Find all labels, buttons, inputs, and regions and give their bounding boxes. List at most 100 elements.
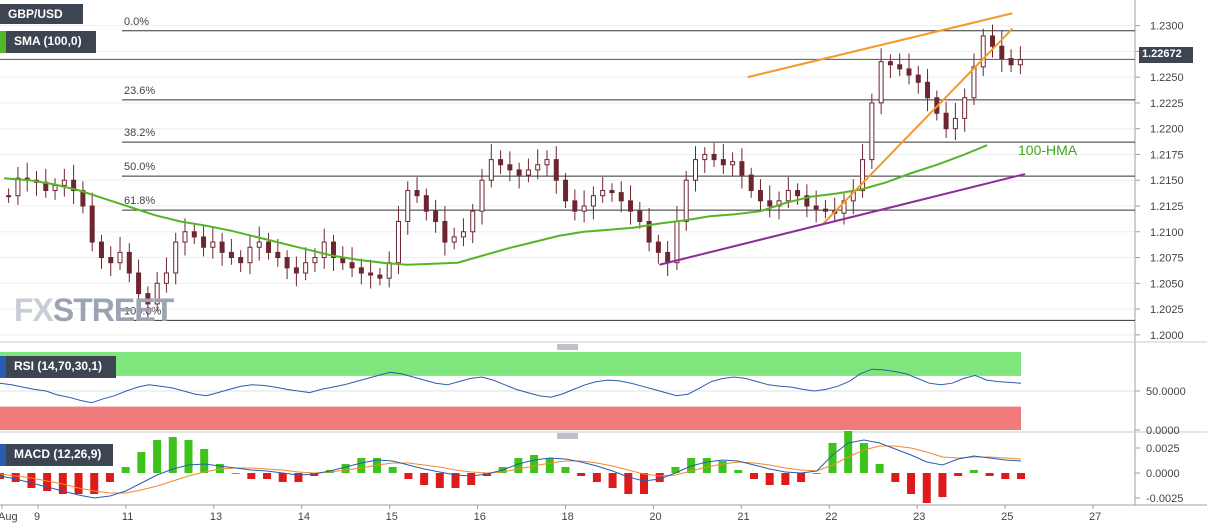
candle-body [925,81,931,99]
candle-body [52,184,58,192]
candle-body [804,195,810,207]
candle-body [600,190,606,197]
candle-body [238,257,244,264]
macd-histogram-bar [828,443,837,473]
candle-body [757,190,763,202]
candle-body [785,190,791,202]
macd-histogram-bar [812,473,821,474]
candle-body [665,251,671,264]
macd-histogram-bar [184,440,193,473]
candle-body [126,251,132,274]
candle-body [897,64,903,70]
hma-annotation: 100-HMA [1018,142,1078,158]
macd-histogram-bar [734,470,743,473]
macd-histogram-bar [247,473,256,479]
symbol-label: GBP/USD [0,4,83,24]
macd-tick-label: 0.0000 [1146,468,1180,480]
macd-histogram-bar [844,431,853,473]
candle-body [813,205,819,210]
candle-body [822,208,828,212]
macd-line [0,439,1022,499]
sma-legend-label: SMA (100,0) [0,31,96,53]
candle-body [915,74,921,83]
candle-body [572,200,578,212]
candle-body [98,241,104,259]
candle-body [692,159,698,181]
last-price-tag: 1.22672 [1139,47,1193,63]
macd-histogram-bar [388,467,397,473]
macd-histogram-bar [357,458,366,473]
macd-signal-line [0,445,1022,494]
candle-body [637,210,643,222]
candle-body [451,236,457,243]
candle-body [971,66,977,99]
rsi-oversold-zone [0,406,1021,430]
fib-label: 50.0% [124,161,155,173]
candle-body [395,220,401,264]
candle-body [414,190,420,197]
x-tick-label: 18 [562,511,574,523]
candle-body [887,61,893,66]
candle-body [990,35,996,47]
candle-body [15,177,21,197]
candle-body [6,195,12,198]
macd-histogram-bar [168,437,177,473]
macd-histogram-bar [137,452,146,473]
candle-body [377,274,383,279]
candle-body [1017,59,1023,66]
candle-body [544,159,550,166]
candle-body [516,169,522,176]
candle-body [368,272,374,276]
macd-histogram-bar [718,461,727,473]
macd-histogram-bar [561,467,570,473]
candle-body [191,231,197,238]
y-tick-label: 1.2150 [1150,175,1184,187]
candle-body [275,251,281,259]
macd-histogram-bar [121,467,130,473]
macd-histogram-bar [200,449,209,473]
candle-body [683,179,689,222]
price-axis: 1.23001.22751.22501.22251.22001.21751.21… [1135,21,1186,505]
y-tick-label: 1.2100 [1150,227,1184,239]
y-tick-label: 1.2075 [1150,253,1184,265]
x-tick-label: 22 [825,511,837,523]
x-tick-label: 23 [913,511,925,523]
candle-body [173,241,179,274]
macd-histogram-bar [514,458,523,473]
candle-body [720,159,726,166]
candle-body [655,241,661,253]
candle-body [711,153,717,161]
macd-histogram-bar [153,440,162,473]
macd-histogram-bar [655,473,664,482]
macd-histogram-bar [11,473,20,482]
y-tick-label: 1.2200 [1150,124,1184,136]
candle-body [943,112,949,130]
macd-histogram-bar [749,473,758,479]
macd-histogram-bar [577,473,586,476]
macd-histogram-bar [891,473,900,482]
x-tick-label: 13 [210,511,222,523]
candle-body [581,205,587,212]
macd-histogram-bar [765,473,774,485]
macd-histogram-bar [985,473,994,476]
candle-body [442,220,448,243]
macd-histogram-bar [938,473,947,497]
candle-body [628,200,634,212]
channel-lower-trendline [822,28,1014,225]
candle-body [228,251,234,259]
candle-body [498,159,504,166]
y-tick-label: 1.2250 [1150,72,1184,84]
candlesticks [6,24,1023,318]
candle-body [860,159,866,192]
x-tick-label: 9 [34,511,40,523]
rsi-overbought-zone [0,352,1021,376]
candle-body [89,205,95,243]
candle-body [284,257,290,269]
candle-body [878,61,884,104]
channel-upper-trendline [747,12,1013,79]
sma-100-line [3,144,988,266]
y-tick-label: 1.2000 [1150,330,1184,342]
rsi-line [0,368,1022,404]
candle-body [507,164,513,171]
candle-body [256,241,262,248]
